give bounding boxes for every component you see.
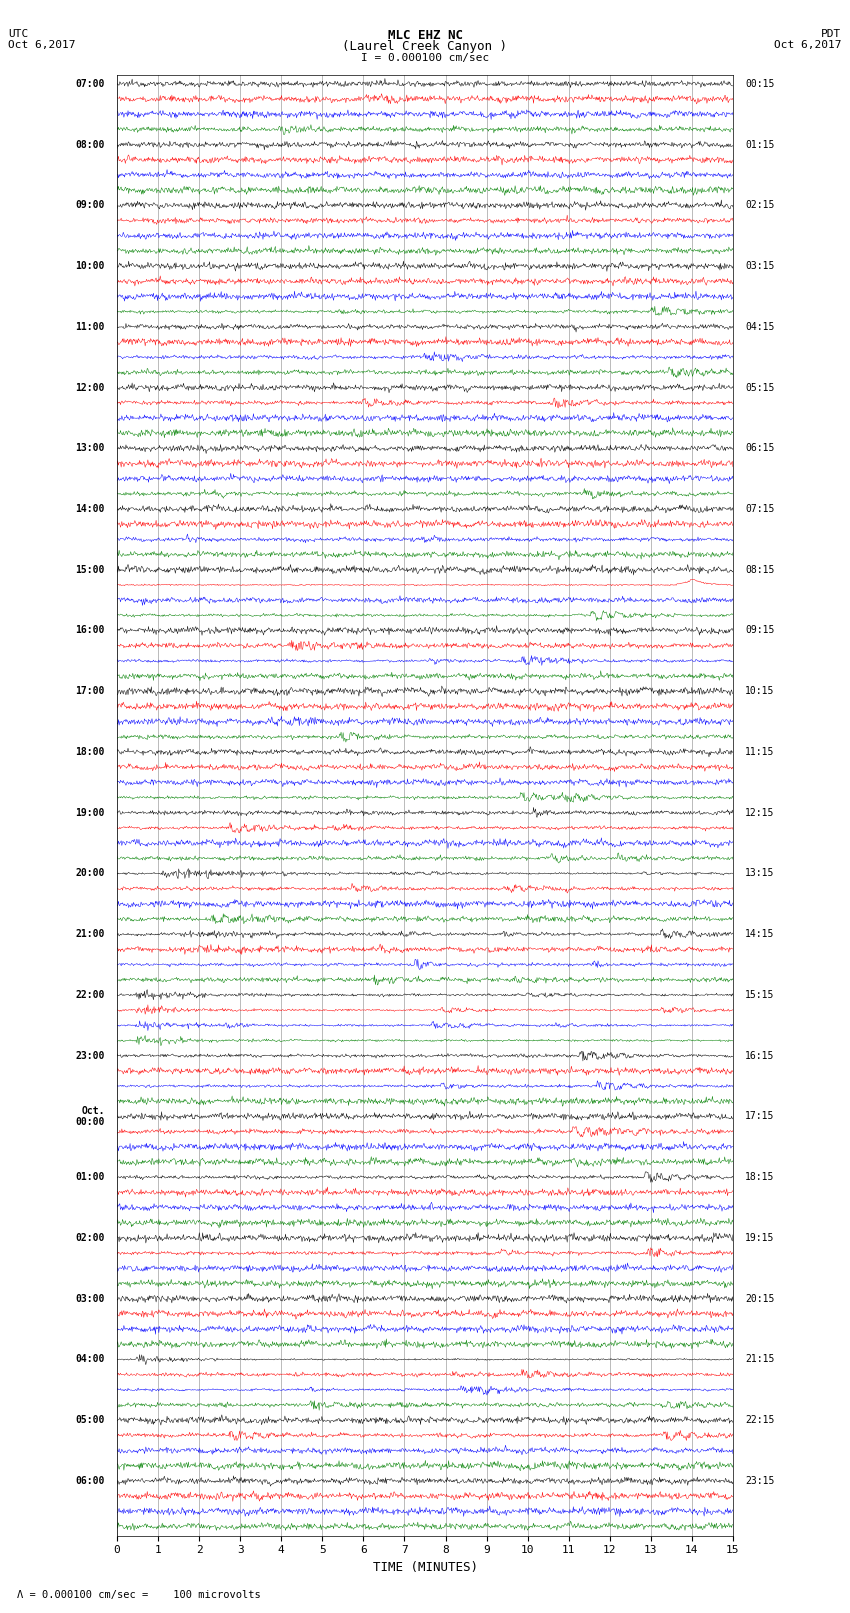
Text: 23:15: 23:15 <box>745 1476 774 1486</box>
Text: 15:00: 15:00 <box>76 565 105 574</box>
Text: 06:00: 06:00 <box>76 1476 105 1486</box>
Text: 23:00: 23:00 <box>76 1050 105 1061</box>
Text: 02:15: 02:15 <box>745 200 774 210</box>
Text: 01:15: 01:15 <box>745 140 774 150</box>
Text: 11:00: 11:00 <box>76 321 105 332</box>
Text: 17:15: 17:15 <box>745 1111 774 1121</box>
Text: 00:15: 00:15 <box>745 79 774 89</box>
Text: 14:00: 14:00 <box>76 503 105 515</box>
Text: 22:15: 22:15 <box>745 1415 774 1426</box>
Text: Λ = 0.000100 cm/sec =    100 microvolts: Λ = 0.000100 cm/sec = 100 microvolts <box>17 1590 261 1600</box>
Text: MLC EHZ NC: MLC EHZ NC <box>388 29 462 42</box>
Text: 18:00: 18:00 <box>76 747 105 756</box>
Text: 03:00: 03:00 <box>76 1294 105 1303</box>
Text: 07:15: 07:15 <box>745 503 774 515</box>
Text: 09:15: 09:15 <box>745 626 774 636</box>
Text: I = 0.000100 cm/sec: I = 0.000100 cm/sec <box>361 53 489 63</box>
Text: 12:15: 12:15 <box>745 808 774 818</box>
Text: 13:00: 13:00 <box>76 444 105 453</box>
Text: 22:00: 22:00 <box>76 990 105 1000</box>
Text: 01:00: 01:00 <box>76 1173 105 1182</box>
Text: 03:15: 03:15 <box>745 261 774 271</box>
Text: 02:00: 02:00 <box>76 1232 105 1244</box>
Text: 10:00: 10:00 <box>76 261 105 271</box>
Text: 04:15: 04:15 <box>745 321 774 332</box>
Text: Oct 6,2017: Oct 6,2017 <box>774 40 842 50</box>
Text: 21:00: 21:00 <box>76 929 105 939</box>
Text: 15:15: 15:15 <box>745 990 774 1000</box>
Text: 19:15: 19:15 <box>745 1232 774 1244</box>
Text: 18:15: 18:15 <box>745 1173 774 1182</box>
Text: 20:15: 20:15 <box>745 1294 774 1303</box>
Text: 08:15: 08:15 <box>745 565 774 574</box>
Text: 12:00: 12:00 <box>76 382 105 392</box>
Text: 21:15: 21:15 <box>745 1355 774 1365</box>
Text: (Laurel Creek Canyon ): (Laurel Creek Canyon ) <box>343 40 507 53</box>
X-axis label: TIME (MINUTES): TIME (MINUTES) <box>372 1561 478 1574</box>
Text: 13:15: 13:15 <box>745 868 774 879</box>
Text: 14:15: 14:15 <box>745 929 774 939</box>
Text: Oct 6,2017: Oct 6,2017 <box>8 40 76 50</box>
Text: Oct.
00:00: Oct. 00:00 <box>76 1105 105 1127</box>
Text: UTC: UTC <box>8 29 29 39</box>
Text: 10:15: 10:15 <box>745 686 774 697</box>
Text: 16:15: 16:15 <box>745 1050 774 1061</box>
Text: 16:00: 16:00 <box>76 626 105 636</box>
Text: 05:00: 05:00 <box>76 1415 105 1426</box>
Text: PDT: PDT <box>821 29 842 39</box>
Text: 05:15: 05:15 <box>745 382 774 392</box>
Text: 04:00: 04:00 <box>76 1355 105 1365</box>
Text: 08:00: 08:00 <box>76 140 105 150</box>
Text: 07:00: 07:00 <box>76 79 105 89</box>
Text: 11:15: 11:15 <box>745 747 774 756</box>
Text: 09:00: 09:00 <box>76 200 105 210</box>
Text: 17:00: 17:00 <box>76 686 105 697</box>
Text: 06:15: 06:15 <box>745 444 774 453</box>
Text: 20:00: 20:00 <box>76 868 105 879</box>
Text: 19:00: 19:00 <box>76 808 105 818</box>
